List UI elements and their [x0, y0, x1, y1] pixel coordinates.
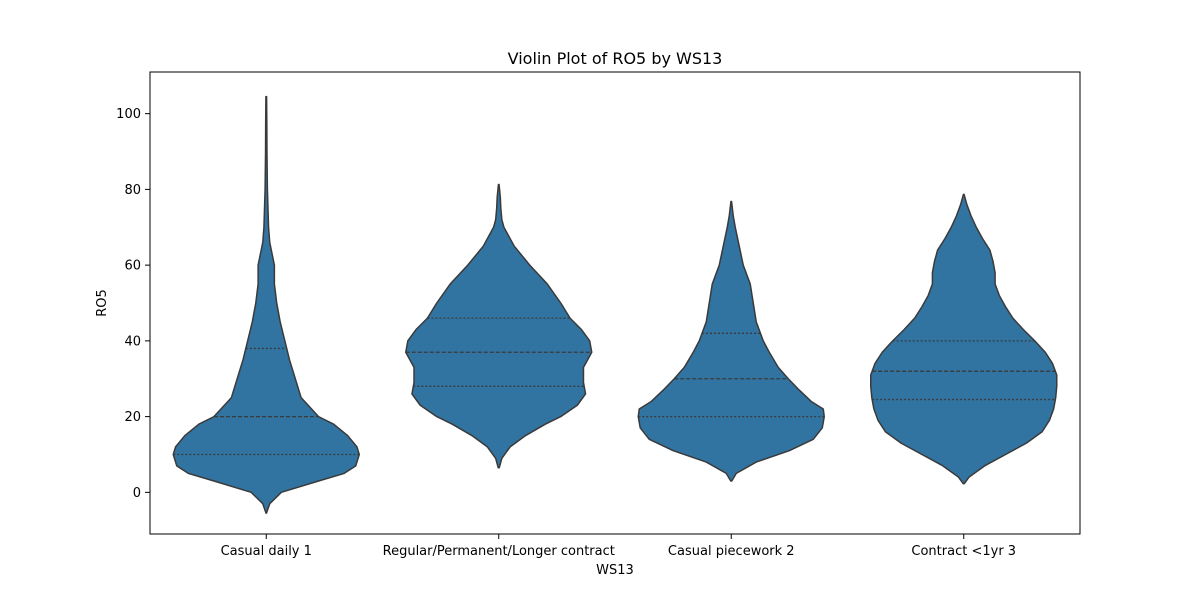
y-axis-label: RO5: [95, 289, 110, 317]
violin: [870, 193, 1058, 485]
violin-body: [637, 200, 825, 482]
y-tick-label: 0: [133, 486, 141, 501]
violin: [405, 183, 593, 469]
x-tick-label: Casual daily 1: [221, 544, 312, 559]
violin: [637, 200, 825, 482]
y-axis: 0 20 40 60 80 100: [116, 107, 150, 501]
x-tick-label: Regular/Permanent/Longer contract: [383, 544, 615, 559]
y-tick-label: 20: [124, 410, 141, 425]
x-tick-label: Contract <1yr 3: [911, 544, 1016, 559]
plot-frame: [149, 71, 1081, 535]
y-tick-label: 60: [124, 259, 141, 274]
y-tick-label: 100: [116, 107, 141, 122]
violin-body: [870, 193, 1058, 485]
x-axis: Casual daily 1 Regular/Permanent/Longer c…: [221, 534, 1016, 559]
x-tick-label: Casual piecework 2: [668, 544, 795, 559]
violin-body: [405, 183, 593, 469]
violin: [172, 95, 360, 514]
violin-body: [172, 95, 360, 514]
y-tick-label: 40: [124, 334, 141, 349]
chart-title: Violin Plot of RO5 by WS13: [508, 49, 723, 68]
y-tick-label: 80: [124, 183, 141, 198]
x-axis-label: WS13: [596, 563, 634, 578]
plot-area: [172, 95, 1058, 514]
